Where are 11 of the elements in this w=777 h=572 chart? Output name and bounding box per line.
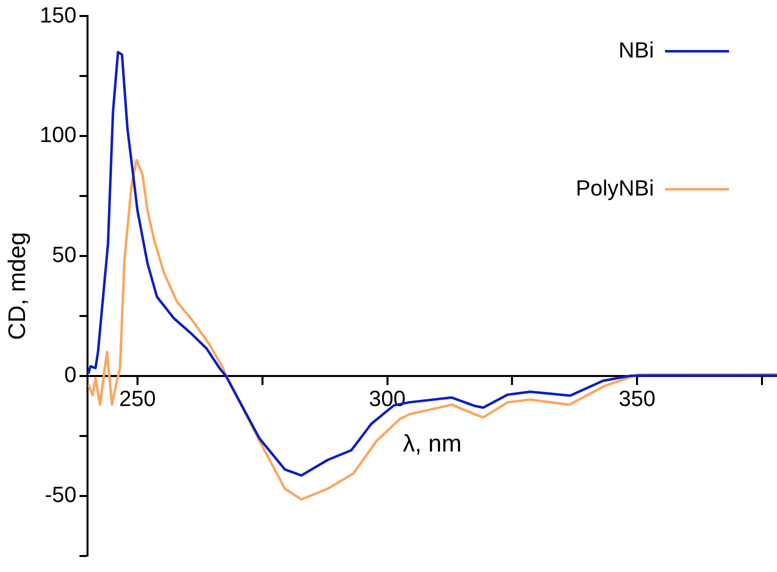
y-tick-label: -50	[44, 482, 77, 507]
y-axis-title: CD, mdeg	[4, 232, 32, 340]
y-tick-label: 50	[52, 242, 77, 268]
x-tick-label: 250	[119, 386, 156, 412]
x-axis-title: λ, nm	[402, 430, 462, 458]
x-tick-label: 350	[618, 386, 656, 412]
y-tick-label: 100	[40, 122, 77, 148]
y-tick-label: 150	[40, 2, 77, 28]
y-tick-label: 0	[64, 362, 77, 387]
legend-label: NBi	[618, 37, 654, 62]
legend-label: PolyNBi	[576, 175, 654, 200]
